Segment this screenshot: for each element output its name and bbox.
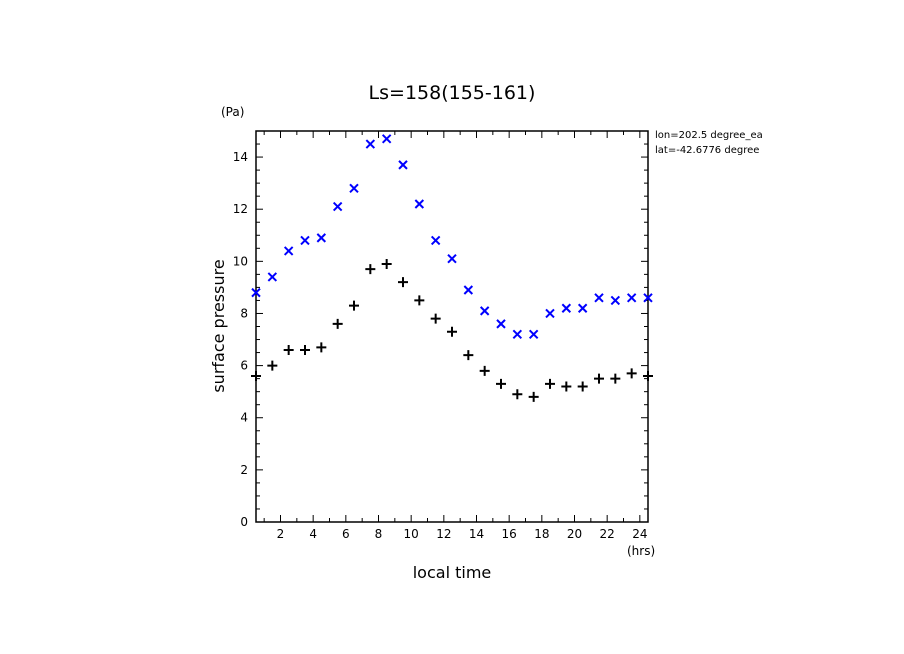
data-point-series-1 xyxy=(545,308,555,319)
data-point-series-1 xyxy=(561,303,572,313)
data-point-series-1 xyxy=(577,303,588,313)
x-axis-unit: (hrs) xyxy=(627,544,655,558)
data-point-series-2 xyxy=(643,371,653,382)
data-point-series-2 xyxy=(594,373,604,384)
data-point-series-1 xyxy=(610,295,621,306)
data-point-series-1 xyxy=(300,235,310,246)
y-tick-label: 2 xyxy=(240,463,248,477)
y-tick-label: 8 xyxy=(240,306,248,320)
data-point-series-1 xyxy=(643,293,653,303)
x-tick-label: 24 xyxy=(632,527,647,541)
data-point-series-1 xyxy=(349,183,359,194)
data-point-series-1 xyxy=(512,329,523,340)
x-tick-label: 18 xyxy=(534,527,549,541)
data-point-series-1 xyxy=(251,287,261,298)
data-point-series-2 xyxy=(332,318,343,329)
y-tick-labels: 0 2 4 6 8 10 12 14 xyxy=(233,150,248,529)
data-point-series-2 xyxy=(545,378,555,389)
info-lon: lon=202.5 degree_ea xyxy=(655,130,763,141)
plot-frame xyxy=(255,130,649,523)
data-point-series-1 xyxy=(626,293,637,303)
y-tick-label: 10 xyxy=(233,254,248,268)
data-point-series-2 xyxy=(561,381,572,392)
data-point-series-2 xyxy=(398,277,408,288)
data-point-series-2 xyxy=(300,344,310,355)
data-point-series-2 xyxy=(316,342,327,353)
y-tick-label: 4 xyxy=(240,411,248,425)
x-tick-label: 14 xyxy=(469,527,484,541)
y-axis-label: surface pressure xyxy=(209,259,228,392)
data-point-series-2 xyxy=(577,381,588,392)
data-point-series-2 xyxy=(463,350,474,361)
data-point-series-2 xyxy=(626,368,637,379)
x-tick-label: 16 xyxy=(502,527,517,541)
data-point-series-1 xyxy=(332,201,343,212)
x-tick-label: 2 xyxy=(277,527,285,541)
data-point-series-1 xyxy=(381,134,392,144)
y-tick-label: 14 xyxy=(233,150,248,164)
data-point-series-1 xyxy=(479,306,490,316)
data-point-series-1 xyxy=(430,235,441,246)
data-point-series-2 xyxy=(610,373,621,384)
data-point-series-2 xyxy=(479,365,490,376)
data-point-series-1 xyxy=(267,272,278,282)
y-axis-unit: (Pa) xyxy=(221,105,244,119)
y-tick-label: 12 xyxy=(233,202,248,216)
data-point-series-1 xyxy=(447,254,457,264)
data-point-series-2 xyxy=(430,313,441,324)
x-tick-label: 10 xyxy=(404,527,419,541)
x-tick-label: 20 xyxy=(567,527,582,541)
y-tick-label: 0 xyxy=(240,515,248,529)
data-point-series-1 xyxy=(594,293,604,303)
data-point-series-1 xyxy=(398,160,408,170)
x-axis-label: local time xyxy=(413,563,492,582)
data-point-series-2 xyxy=(528,391,539,402)
data-point-series-2 xyxy=(349,300,359,311)
data-point-series-2 xyxy=(365,264,376,275)
data-point-series-1 xyxy=(316,233,327,243)
data-point-series-2 xyxy=(447,326,457,337)
x-tick-label: 8 xyxy=(375,527,383,541)
x-tick-label: 22 xyxy=(600,527,615,541)
data-point-series-1 xyxy=(414,199,425,209)
data-point-series-2 xyxy=(381,258,392,269)
data-point-series-2 xyxy=(496,378,506,389)
data-point-series-1 xyxy=(528,329,539,340)
data-point-series-1 xyxy=(496,319,506,329)
data-point-series-2 xyxy=(267,360,278,371)
x-tick-label: 6 xyxy=(342,527,350,541)
info-lat: lat=-42.6776 degree xyxy=(655,145,759,156)
x-tick-label: 12 xyxy=(436,527,451,541)
data-point-series-1 xyxy=(463,285,474,295)
axes xyxy=(255,130,649,523)
data-points xyxy=(251,134,653,402)
data-point-series-2 xyxy=(512,389,523,400)
y-tick-label: 6 xyxy=(240,359,248,373)
data-point-series-1 xyxy=(365,139,376,149)
data-point-series-2 xyxy=(414,295,425,306)
data-point-series-2 xyxy=(283,344,294,355)
x-tick-labels: 2 4 6 8 10 12 14 16 18 20 22 24 xyxy=(277,527,648,541)
data-point-series-2 xyxy=(251,371,261,382)
chart-title: Ls=158(155-161) xyxy=(369,82,536,104)
data-point-series-1 xyxy=(283,246,294,256)
x-tick-label: 4 xyxy=(309,527,317,541)
